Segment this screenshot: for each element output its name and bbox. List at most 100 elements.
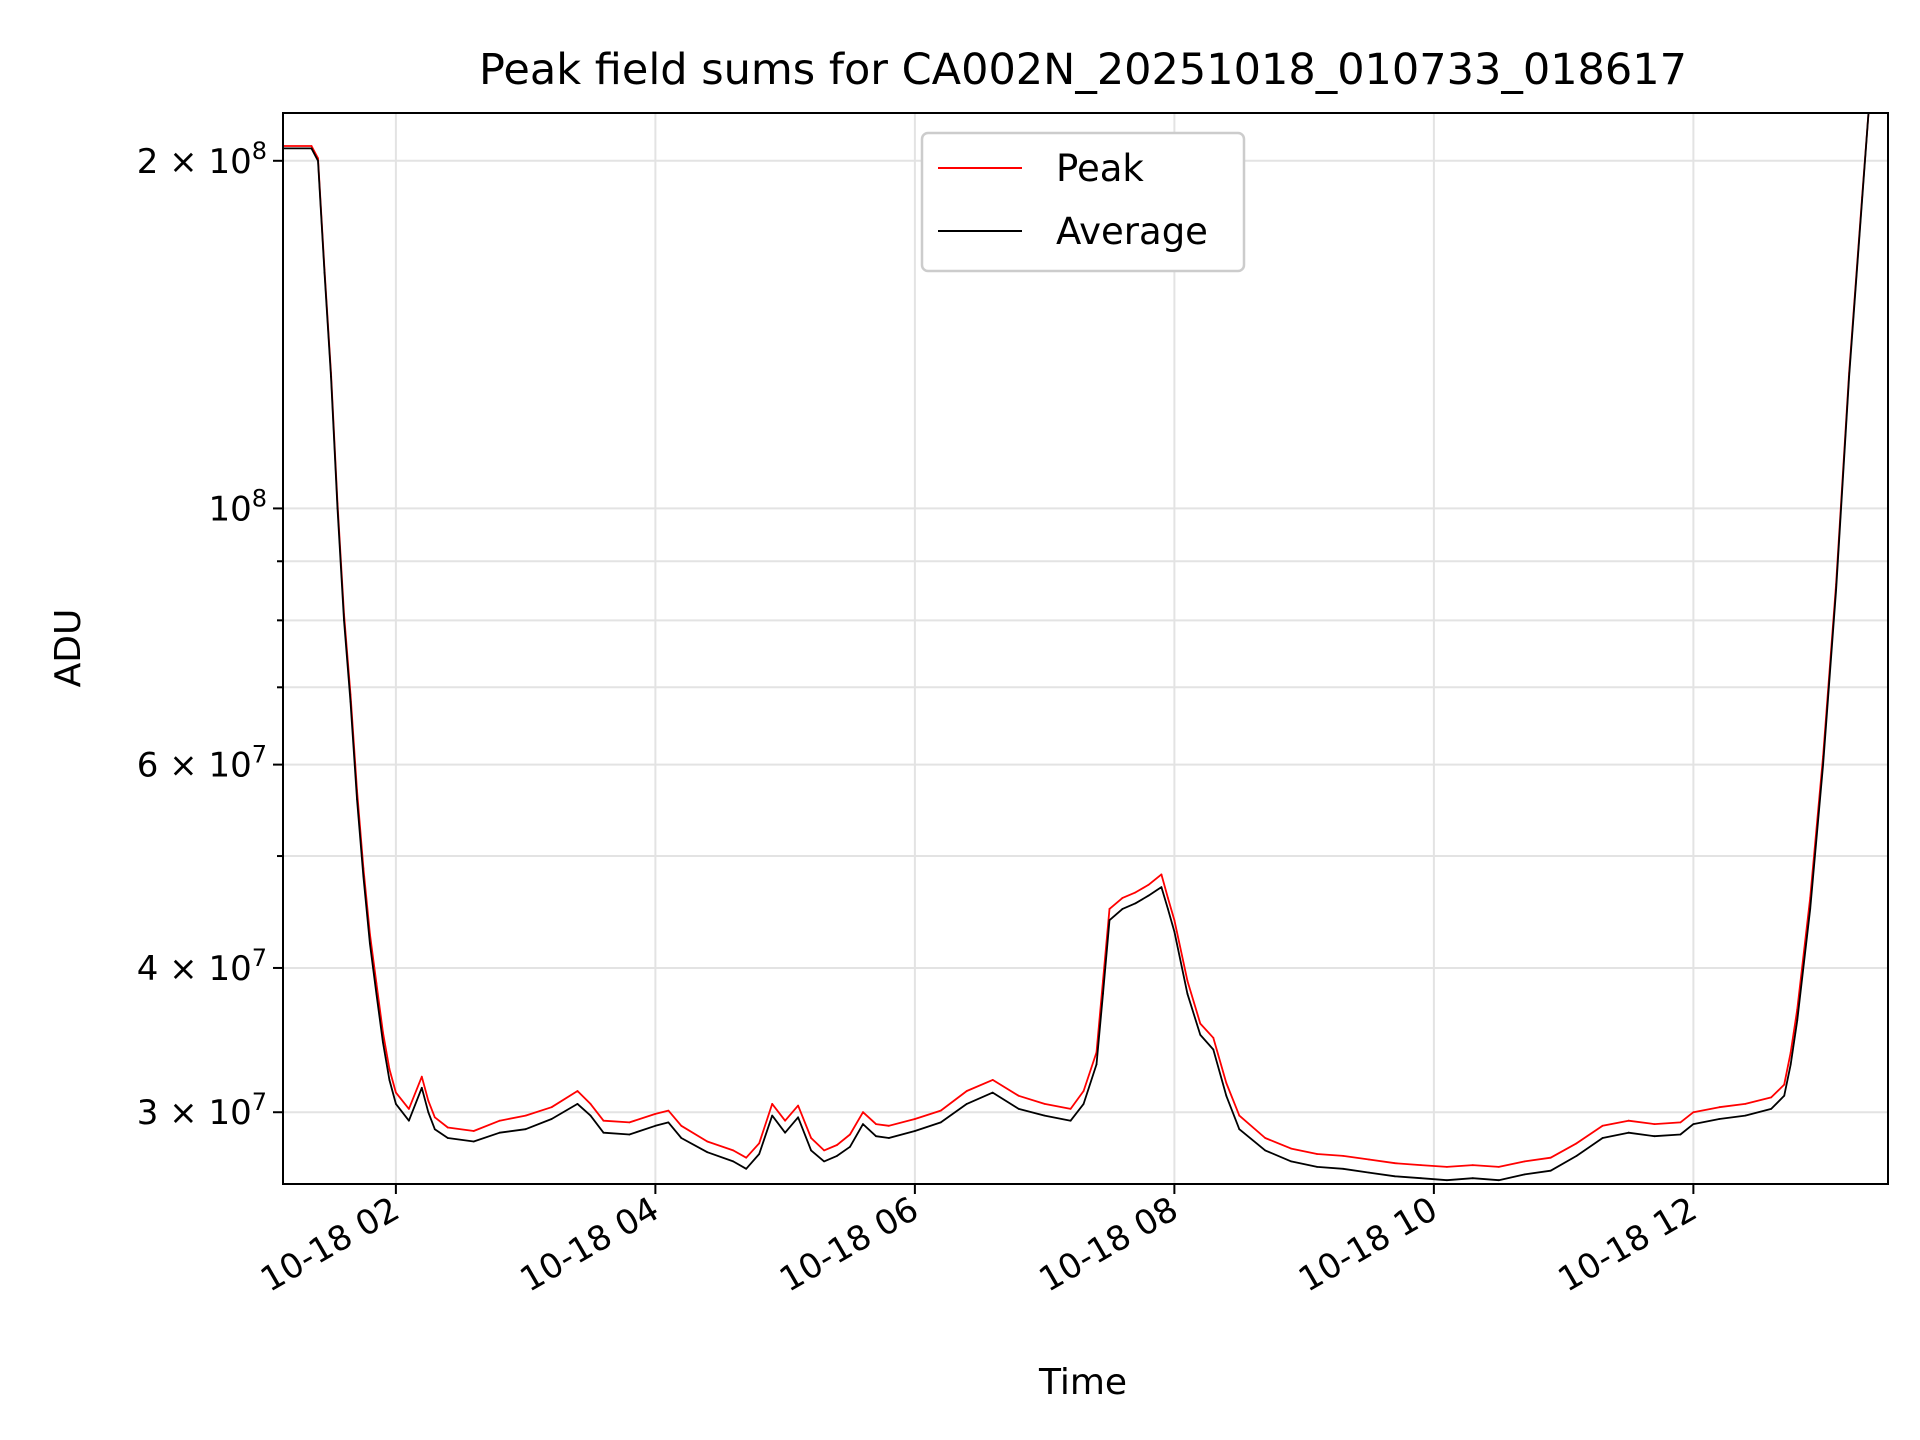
data-point-peak — [1121, 897, 1124, 899]
data-point-peak — [836, 1144, 838, 1146]
data-point-average — [1835, 589, 1837, 591]
data-point-average — [343, 619, 345, 622]
data-point-average — [1789, 1063, 1792, 1066]
data-point-average — [1809, 908, 1812, 910]
data-point-peak — [498, 1119, 501, 1122]
y-axis-label: ADU — [48, 609, 89, 688]
data-point-peak — [810, 1137, 812, 1139]
data-point-average — [628, 1133, 631, 1136]
data-point-average — [836, 1155, 838, 1157]
data-point-peak — [1679, 1121, 1682, 1124]
data-point-average — [1095, 1063, 1098, 1066]
data-point-peak — [433, 1116, 436, 1119]
data-point-average — [1238, 1128, 1241, 1131]
data-point-average — [1199, 1034, 1202, 1036]
data-point-average — [369, 942, 371, 945]
data-point-average — [1420, 1177, 1422, 1180]
data-point-average — [408, 1119, 410, 1122]
data-point-peak — [1108, 908, 1111, 910]
data-point-average — [1264, 1149, 1267, 1152]
data-point-peak — [1420, 1164, 1422, 1166]
data-point-average — [823, 1160, 825, 1163]
data-point-peak — [395, 1091, 397, 1094]
data-point-peak — [1199, 1022, 1202, 1025]
data-point-peak — [1783, 1083, 1786, 1086]
data-point-average — [1147, 894, 1150, 897]
y-tick-label: 2 × 108 — [137, 137, 267, 182]
data-point-average — [939, 1121, 942, 1124]
data-point-average — [1167, 908, 1169, 910]
y-axis-ticks: 3 × 107 4 × 107 6 × 107 108 2 × 108 — [137, 137, 283, 1133]
data-point-average — [680, 1137, 683, 1139]
data-point-average — [1446, 1179, 1448, 1182]
data-point-average — [1497, 1179, 1500, 1182]
data-point-peak — [849, 1133, 851, 1136]
data-point-peak — [1043, 1103, 1046, 1105]
data-point-peak — [667, 1109, 670, 1112]
data-point-peak — [875, 1123, 877, 1125]
data-point-average — [797, 1116, 799, 1119]
plot-series — [283, 113, 1870, 1182]
data-point-peak — [1147, 884, 1150, 886]
data-point-peak — [1627, 1119, 1630, 1122]
data-point-peak — [939, 1109, 942, 1112]
data-point-average — [576, 1103, 579, 1105]
data-point-average — [602, 1131, 605, 1134]
data-point-average — [888, 1137, 890, 1139]
data-point-peak — [1017, 1094, 1020, 1097]
data-point-peak — [1167, 897, 1169, 899]
data-point-average — [1394, 1175, 1396, 1178]
data-point-peak — [1160, 873, 1163, 876]
data-point-peak — [965, 1090, 968, 1092]
data-point-average — [745, 1167, 748, 1170]
data-point-average — [388, 1079, 391, 1081]
data-point-average — [1290, 1160, 1293, 1163]
data-point-peak — [862, 1111, 864, 1114]
data-point-average — [382, 1041, 384, 1043]
data-point-average — [1368, 1171, 1370, 1174]
data-point-peak — [823, 1149, 825, 1152]
data-point-peak — [1744, 1103, 1747, 1105]
data-point-peak — [1549, 1156, 1552, 1159]
data-point-average — [1679, 1133, 1682, 1136]
data-point-peak — [1316, 1153, 1318, 1155]
data-point-average — [667, 1121, 670, 1124]
data-point-average — [862, 1123, 864, 1125]
data-point-peak — [654, 1113, 657, 1115]
data-point-peak — [680, 1124, 683, 1127]
data-point-peak — [1082, 1090, 1085, 1092]
y-tick-label: 108 — [208, 484, 267, 529]
data-point-average — [849, 1145, 851, 1148]
data-point-peak — [1692, 1111, 1695, 1114]
data-point-peak — [310, 145, 313, 147]
data-point-average — [1770, 1108, 1773, 1110]
data-point-peak — [1446, 1166, 1448, 1168]
data-point-peak — [524, 1114, 527, 1117]
data-point-peak — [1394, 1162, 1396, 1165]
data-point-peak — [914, 1118, 916, 1120]
data-point-peak — [1173, 919, 1176, 922]
data-point-average — [1017, 1108, 1020, 1110]
data-point-average — [771, 1114, 774, 1117]
data-point-average — [1796, 1019, 1799, 1022]
data-point-average — [1082, 1103, 1085, 1105]
data-point-peak — [408, 1108, 410, 1110]
data-point-peak — [1186, 979, 1189, 982]
data-point-average — [1134, 902, 1137, 905]
data-point-average — [375, 992, 378, 995]
data-point-average — [1627, 1131, 1630, 1134]
data-point-peak — [427, 1099, 430, 1102]
data-point-peak — [771, 1103, 774, 1105]
data-point-average — [1822, 763, 1824, 766]
data-point-peak — [1770, 1096, 1773, 1099]
data-point-average — [914, 1130, 916, 1132]
data-point-peak — [420, 1075, 423, 1078]
data-point-peak — [388, 1068, 391, 1070]
data-point-average — [1718, 1118, 1721, 1120]
data-point-average — [810, 1149, 812, 1152]
data-point-average — [498, 1131, 501, 1134]
data-point-peak — [706, 1140, 709, 1143]
data-point-peak — [732, 1149, 735, 1152]
data-point-peak — [758, 1142, 761, 1145]
data-point-average — [758, 1153, 761, 1155]
